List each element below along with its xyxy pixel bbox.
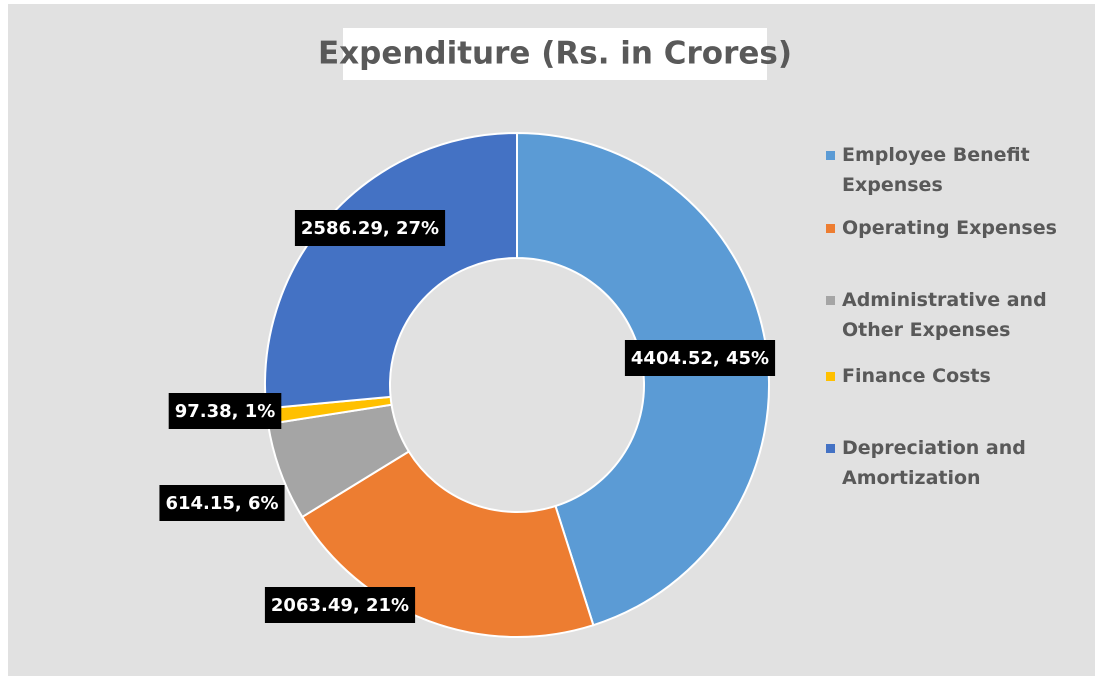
legend-swatch [826,372,835,381]
data-label: 2063.49, 21% [271,595,409,616]
data-label-group: 97.38, 1% [168,393,282,429]
data-label-box [168,393,282,429]
data-label: 614.15, 6% [165,493,278,514]
donut-slice [264,131,518,410]
legend-swatch [826,296,835,305]
legend-label: Operating Expenses [842,217,1057,239]
donut-slice [516,131,770,627]
data-label-box [294,210,446,246]
data-label: 2586.29, 27% [301,218,439,239]
data-label-group: 2586.29, 27% [294,210,446,246]
data-label: 97.38, 1% [175,401,276,422]
data-label-box [624,340,776,376]
title-box [343,28,767,80]
chart-title: Expenditure (Rs. in Crores) [318,36,792,72]
legend-swatch [826,224,835,233]
data-label-group: 2063.49, 21% [264,587,416,623]
data-label-group: 614.15, 6% [159,485,285,521]
data-label-box [264,587,416,623]
legend-swatch [826,444,835,453]
legend-label: Employee Benefit Expenses [842,144,1030,196]
legend-swatch [826,151,835,160]
data-label-box [159,485,285,521]
data-label: 4404.52, 45% [631,348,769,369]
legend-label: Depreciation and Amortization [842,437,1026,489]
legend-label: Finance Costs [842,365,991,387]
legend-label: Administrative and Other Expenses [842,289,1047,341]
data-label-group: 4404.52, 45% [624,340,776,376]
